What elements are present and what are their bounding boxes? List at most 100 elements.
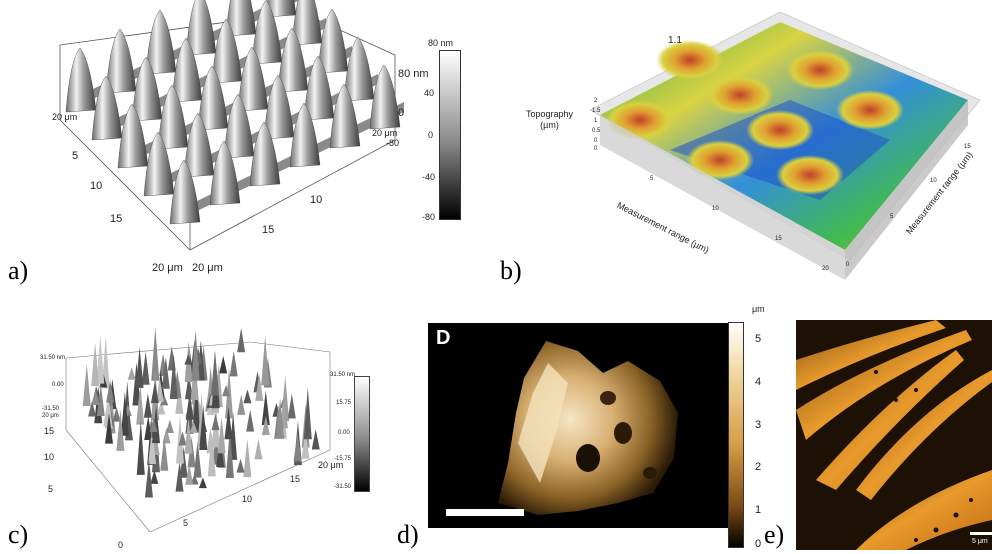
y-tick: 5 — [890, 214, 894, 220]
panel-e: 5 μm e) — [764, 300, 992, 554]
surface-peak — [329, 83, 361, 149]
topography-bump — [786, 50, 854, 90]
surface-peak — [225, 0, 257, 37]
x-end: 20 μm — [318, 460, 344, 470]
surface-spike — [155, 377, 164, 402]
y-tick: 15 — [964, 144, 971, 150]
surface-spike — [276, 397, 285, 439]
z-tick: 1.5 — [592, 108, 601, 114]
surface-peak — [263, 74, 295, 140]
surface-peak — [291, 0, 323, 46]
z-tick-mid: 0 — [398, 107, 405, 119]
surface-spike — [106, 380, 115, 403]
colorbar-tick: 15.75 — [336, 400, 352, 406]
surface-spike — [104, 412, 113, 444]
surface-peak — [317, 8, 349, 74]
panel-label-e: e) — [764, 520, 785, 549]
z-tick: 2 — [594, 98, 598, 104]
surface-spike — [261, 390, 270, 425]
panel-a-surface-plot — [59, 0, 404, 251]
topography-bump — [836, 90, 904, 130]
plot-title: 1.1 — [668, 35, 682, 46]
x-tick: 10 — [310, 194, 323, 206]
y-tick: 5 — [48, 484, 54, 494]
z-tick-top: 31.50 nm — [40, 355, 66, 361]
colorbar-tick: 0 — [755, 538, 762, 550]
surface-peak — [277, 27, 309, 93]
surface-peak — [343, 36, 375, 102]
colorbar-d — [728, 322, 744, 548]
panel-c: 31.50 nm 0.00 -31.50 20 μm 15 10 5 0 5 1… — [0, 300, 400, 554]
surface-peak — [185, 0, 217, 56]
topography-bump — [706, 75, 774, 115]
surface-spike — [303, 387, 312, 440]
y-tick: 10 — [90, 180, 103, 192]
surface-spike — [82, 364, 91, 407]
surface-spike — [246, 409, 255, 432]
surface-peak — [197, 65, 229, 131]
surface-spike — [225, 428, 234, 479]
surface-spike — [199, 405, 208, 450]
panel-label-d: d) — [397, 520, 419, 549]
surface-peak — [169, 159, 201, 225]
surface-spike — [207, 432, 216, 477]
surface-peak — [105, 28, 137, 94]
surface-spike — [191, 329, 200, 381]
surface-spike — [185, 463, 194, 485]
surface-spike — [193, 440, 202, 478]
colorbar-tick: -31.50 — [334, 484, 352, 490]
y-tick: 15 — [44, 426, 55, 436]
surface-spike — [224, 407, 233, 440]
surface-spike — [189, 421, 198, 433]
colorbar-tick: 31.50 nm — [330, 372, 356, 378]
surface-spike — [243, 438, 252, 478]
surface-peak — [211, 18, 243, 84]
surface-spike — [116, 409, 125, 451]
surface-spike — [144, 459, 153, 498]
surface-peak — [223, 93, 255, 159]
scale-bar — [970, 532, 992, 535]
y-corner: 20 μm — [52, 112, 78, 122]
surface-spike — [222, 384, 231, 397]
topography-bump — [656, 40, 724, 80]
spike-group — [82, 326, 320, 498]
surface-spike — [157, 400, 166, 415]
surface-spike — [112, 406, 121, 422]
surface-peak — [65, 47, 97, 113]
surface-peak — [237, 46, 269, 112]
y-corner: 20 μm — [42, 413, 59, 419]
surface-spike — [120, 391, 129, 436]
surface-spike — [175, 414, 184, 464]
y-tick: 15 — [110, 213, 123, 225]
surface-spike — [237, 394, 246, 415]
surface-spike — [184, 353, 193, 365]
panel-b: 1.1 Topography (µm) 2 1.5 1 0.5 0 Measur… — [490, 0, 992, 290]
colorbar-tick: 5 — [755, 333, 762, 345]
colorbar-tick: 3 — [755, 419, 762, 431]
scale-bar — [446, 509, 524, 516]
z-axis-label: Topography (µm) — [526, 109, 574, 130]
y-tick: 10 — [44, 452, 55, 462]
colorbar-tick: 0.00 — [338, 430, 350, 436]
surface-spike — [152, 405, 161, 444]
z-tick: 0.5 — [592, 128, 601, 134]
surface-spike — [254, 438, 263, 460]
surface-spike — [148, 427, 157, 465]
right-y-corner: 20 μm — [372, 128, 398, 138]
x-tick: 15 — [775, 236, 782, 242]
surface-spike — [261, 335, 270, 386]
surface-spike — [225, 367, 234, 419]
surface-peak — [369, 64, 401, 130]
x-tick: 20 — [822, 266, 829, 272]
surface-spike — [210, 349, 219, 396]
surface-peak — [157, 84, 189, 150]
surface-spike — [198, 477, 207, 489]
panel-label-a: a) — [8, 256, 29, 285]
z-tick-bot: -80 — [386, 138, 400, 148]
scale-bar-label: 5 μm — [972, 538, 988, 545]
x-tick: 5 — [183, 518, 189, 528]
surface-spike — [141, 351, 150, 385]
surface-spike — [88, 400, 97, 417]
surface-spike — [91, 390, 100, 405]
origin: 0 — [118, 540, 124, 550]
